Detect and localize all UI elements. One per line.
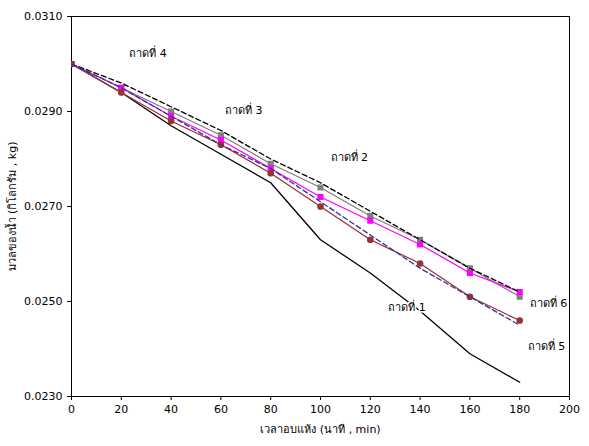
svg-text:0.0310: 0.0310 <box>24 10 63 23</box>
svg-text:ถาดที่ 4: ถาดที่ 4 <box>129 45 167 60</box>
svg-text:ถาดที่ 3: ถาดที่ 3 <box>225 102 263 117</box>
svg-text:60: 60 <box>214 403 228 416</box>
svg-text:180: 180 <box>509 403 530 416</box>
svg-text:0.0250: 0.0250 <box>24 295 63 308</box>
svg-text:0.0290: 0.0290 <box>24 105 63 118</box>
svg-text:ถาดที่ 2: ถาดที่ 2 <box>331 149 369 164</box>
svg-text:20: 20 <box>114 403 128 416</box>
svg-text:160: 160 <box>459 403 480 416</box>
svg-text:ถาดที่ 6: ถาดที่ 6 <box>530 295 568 310</box>
svg-text:40: 40 <box>164 403 178 416</box>
svg-text:ถาดที่ 1: ถาดที่ 1 <box>388 299 426 314</box>
svg-text:120: 120 <box>360 403 381 416</box>
svg-text:80: 80 <box>264 403 278 416</box>
svg-text:ถาดที่ 5: ถาดที่ 5 <box>528 338 566 353</box>
svg-text:100: 100 <box>310 403 331 416</box>
svg-text:0: 0 <box>68 403 75 416</box>
svg-text:0.0270: 0.0270 <box>24 200 63 213</box>
svg-text:มวลของน้ำ (กิโลกรัม , kg): มวลของน้ำ (กิโลกรัม , kg) <box>4 142 19 272</box>
svg-text:200: 200 <box>559 403 580 416</box>
svg-text:0.0230: 0.0230 <box>24 390 63 403</box>
svg-text:เวลาอบแห้ง (นาที , min): เวลาอบแห้ง (นาที , min) <box>260 423 380 436</box>
svg-text:140: 140 <box>410 403 431 416</box>
